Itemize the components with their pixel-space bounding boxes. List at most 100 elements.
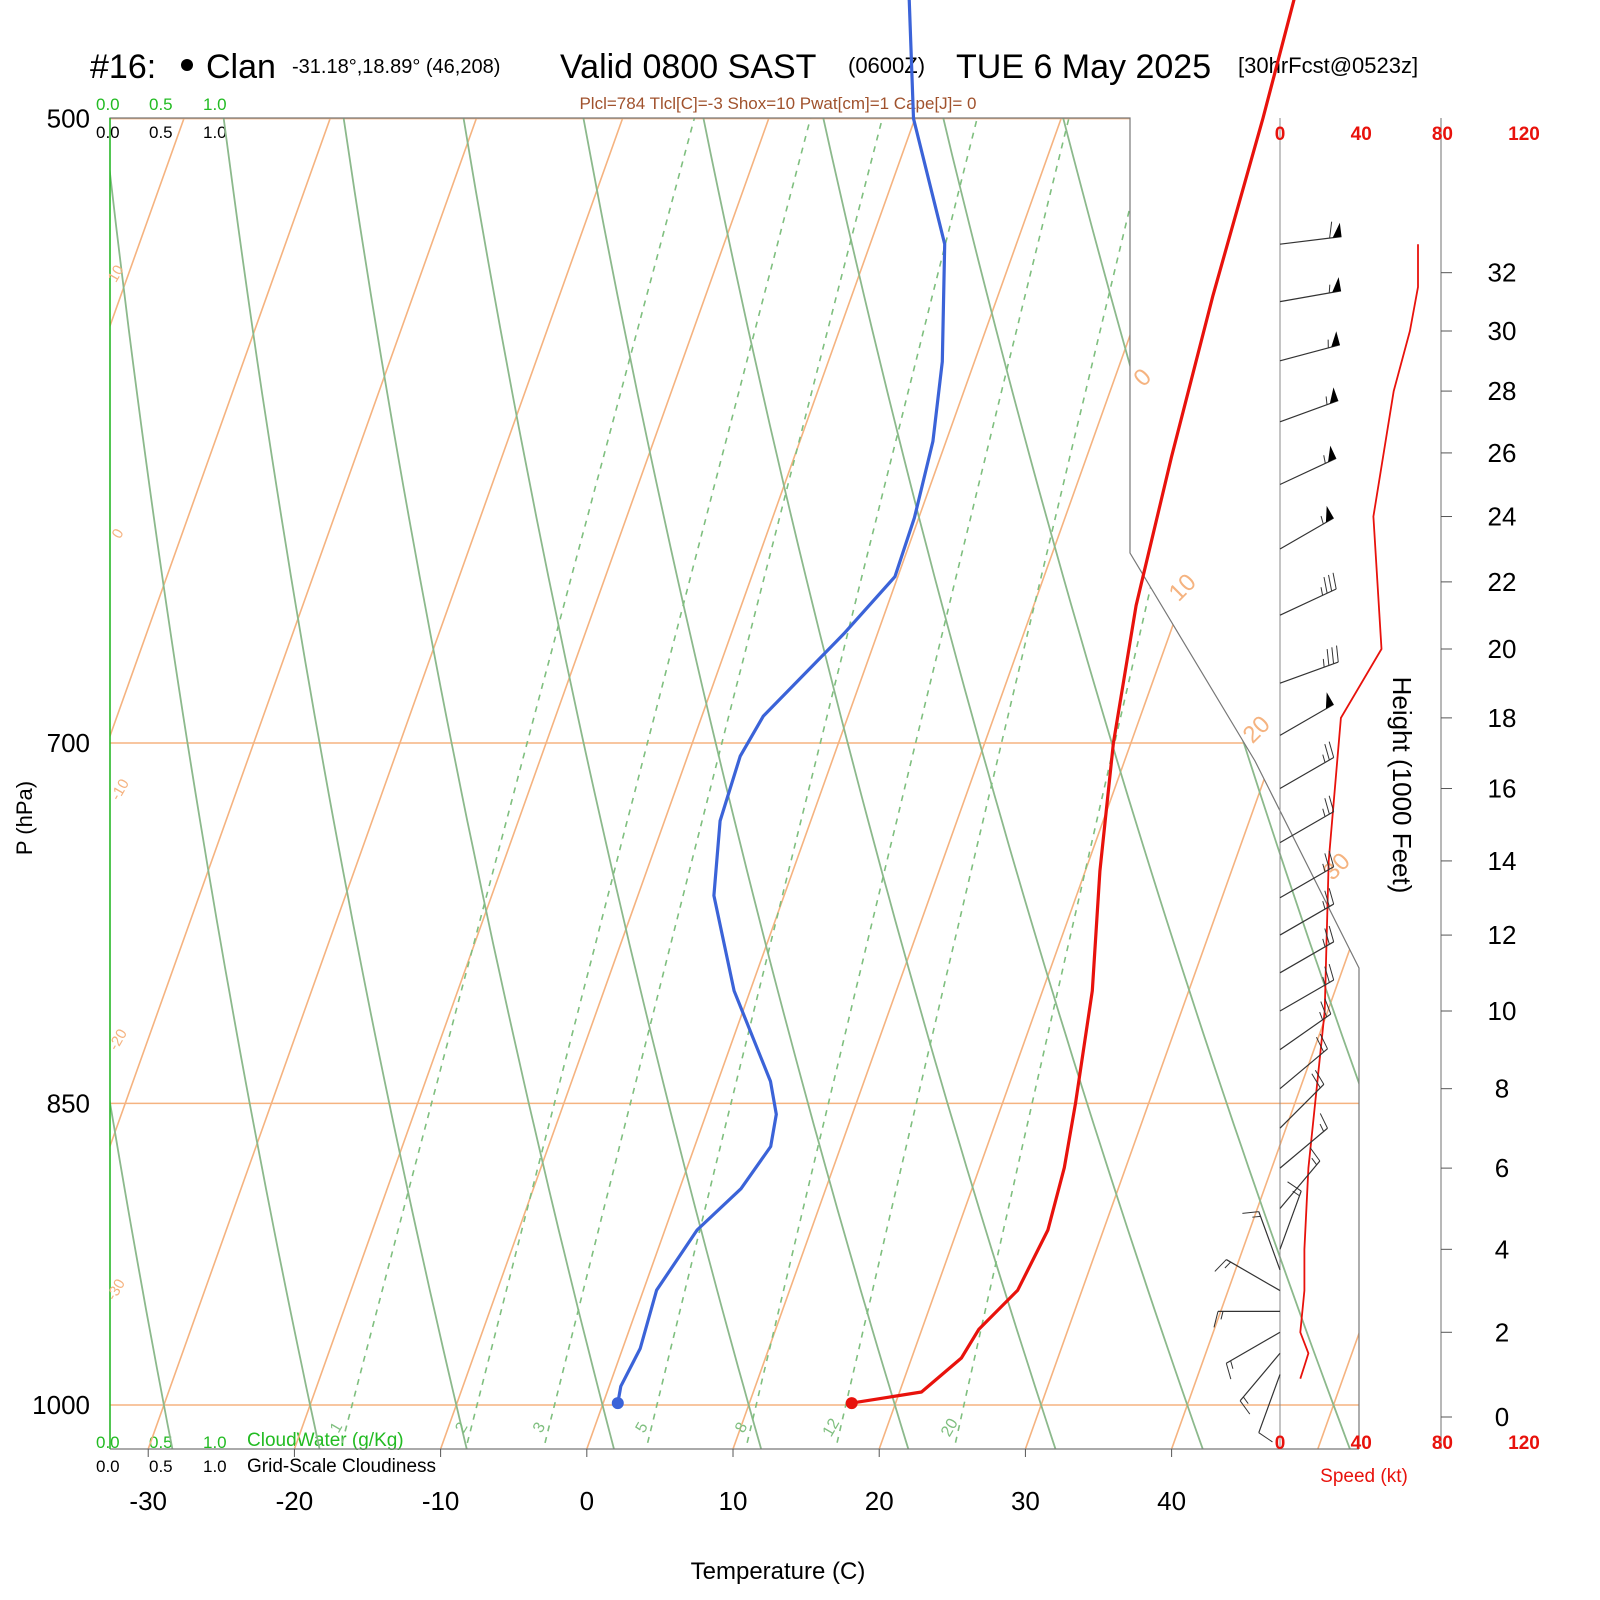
wind-barb-pennant <box>1332 277 1342 293</box>
wind-barb-staff <box>1226 1331 1281 1364</box>
isotherm-line <box>110 118 644 1449</box>
wind-barb <box>1279 445 1337 486</box>
isotherm-line <box>130 118 1082 1449</box>
wind-barb-half-feather <box>1220 1311 1224 1320</box>
temperature-surface-point <box>845 1397 858 1410</box>
wind-barb-feather <box>1309 1147 1321 1162</box>
wind-barb-half-feather <box>1252 1215 1261 1218</box>
wind-barb-staff <box>1279 1160 1321 1209</box>
wind-barb-pennant <box>1331 331 1340 348</box>
wind-barb-staff <box>1279 1190 1302 1250</box>
wind-barb-staff <box>1279 866 1334 899</box>
wind-barb-staff <box>1279 661 1339 684</box>
wind-barb-half-feather <box>1224 1261 1231 1269</box>
dewpoint-line <box>616 0 947 1404</box>
x-axis-title: Temperature (C) <box>691 1558 866 1585</box>
wind-barb-half-feather <box>1322 901 1326 910</box>
cloudwater-tick-top: 0.5 <box>149 95 173 114</box>
wind-barb-half-feather <box>1322 938 1326 947</box>
wind-barb <box>1258 1374 1281 1443</box>
wind-barb <box>1279 888 1335 936</box>
dry-adiabat-line <box>110 118 183 1449</box>
dry-adiabat-line <box>1493 0 1600 1496</box>
isotherm-line <box>1008 118 1359 1449</box>
wind-barb-half-feather <box>1322 658 1325 668</box>
wind-barb-pennant <box>1325 505 1334 523</box>
wind-barb-half-feather <box>1322 808 1326 817</box>
wind-barb <box>1279 572 1337 616</box>
temperature-tick-label: 30 <box>1011 1486 1040 1516</box>
stability-indices: Plcl=784 Tlcl[C]=-3 Shox=10 Pwat[cm]=1 C… <box>579 94 976 113</box>
wind-barb <box>1279 1147 1321 1209</box>
wind-barb-staff <box>1279 1013 1332 1051</box>
plot-frame <box>109 117 1360 1449</box>
wind-barb <box>1279 1033 1328 1090</box>
cloudwater-tick-top: 1.0 <box>203 95 227 114</box>
mixing-ratio-line <box>457 118 921 1449</box>
wind-barb-feather <box>1324 890 1330 907</box>
speed-axis-title: Speed (kt) <box>1320 1466 1408 1487</box>
isotherm-label: 10 <box>1164 569 1202 607</box>
cloudwater-tick-bottom: 0.0 <box>96 1433 120 1452</box>
height-tick-label: 22 <box>1488 567 1517 597</box>
wind-barb-staff <box>1279 1127 1328 1169</box>
cloudiness-tick-top: 0.5 <box>149 123 173 142</box>
wind-barb <box>1279 331 1341 362</box>
wind-barb-half-feather <box>1328 284 1331 293</box>
wind-barb <box>1279 387 1339 423</box>
pressure-tick-label: 500 <box>47 104 90 134</box>
wind-barb-half-feather <box>1322 754 1326 763</box>
forecast-info: [30hrFcst@0523z] <box>1238 53 1418 78</box>
isotherm-line <box>423 118 1359 1449</box>
cloudwater-label: CloudWater (g/Kg) <box>247 1430 404 1451</box>
wind-barb <box>1279 277 1342 303</box>
wind-barb <box>1279 645 1339 684</box>
wind-barb-half-feather <box>1311 1157 1318 1166</box>
wind-barb-staff <box>1279 457 1337 486</box>
height-tick-label: 30 <box>1488 316 1517 346</box>
wind-barb-feather <box>1311 1073 1321 1089</box>
station-name: Clan <box>206 48 276 86</box>
wind-barb-feather <box>1328 925 1335 942</box>
wind-barb-staff <box>1279 290 1342 303</box>
wind-barb-staff <box>1279 517 1334 550</box>
dry-adiabat-line <box>1394 0 1600 1496</box>
wind-barb-pennant <box>1332 222 1342 238</box>
wind-barb-feather <box>1328 888 1335 905</box>
wind-barb-staff <box>1279 1083 1325 1129</box>
wind-barb-feather <box>1314 1069 1325 1085</box>
dry-adiabat-line <box>1591 0 1600 1496</box>
temperature-tick-label: -20 <box>276 1486 314 1516</box>
wind-barb <box>1279 741 1335 790</box>
wind-barb-staff <box>1279 757 1334 790</box>
cloudiness-tick-top: 1.0 <box>203 123 227 142</box>
isotherm-line <box>1447 0 1600 1496</box>
isotherm-line <box>110 118 205 1449</box>
wind-barb-feather <box>1214 1259 1227 1272</box>
height-tick-label: 10 <box>1488 996 1517 1026</box>
wind-barb-feather <box>1328 574 1333 592</box>
height-tick-label: 24 <box>1488 502 1517 532</box>
wind-barb-feather <box>1324 853 1330 870</box>
pressure-tick-label: 1000 <box>32 1390 90 1420</box>
station-id: #16: <box>90 48 156 86</box>
wind-barb <box>1279 1181 1302 1250</box>
wind-barb-half-feather <box>1320 587 1324 596</box>
wind-barb-feather <box>1331 647 1335 664</box>
isotherm-line <box>1154 118 1359 1449</box>
wind-barb-half-feather <box>1322 976 1326 986</box>
mixing-ratio-label: 8 <box>732 1420 751 1436</box>
wind-barb-staff <box>1279 941 1334 974</box>
mixing-ratio-line <box>638 118 1084 1449</box>
height-tick-label: 0 <box>1495 1402 1509 1432</box>
dry-adiabat-line <box>901 118 1359 1449</box>
mixing-ratio-line <box>738 118 1173 1449</box>
wind-barb-half-feather <box>1319 1123 1325 1132</box>
dry-adiabat-line <box>508 118 1072 1449</box>
wind-barb-feather <box>1324 798 1330 815</box>
speed-tick-top: 120 <box>1508 124 1540 145</box>
wind-barb-staff <box>1258 1211 1281 1271</box>
station-location: -31.18°,18.89° (46,208) <box>292 56 500 78</box>
wind-barb-staff <box>1279 588 1337 616</box>
